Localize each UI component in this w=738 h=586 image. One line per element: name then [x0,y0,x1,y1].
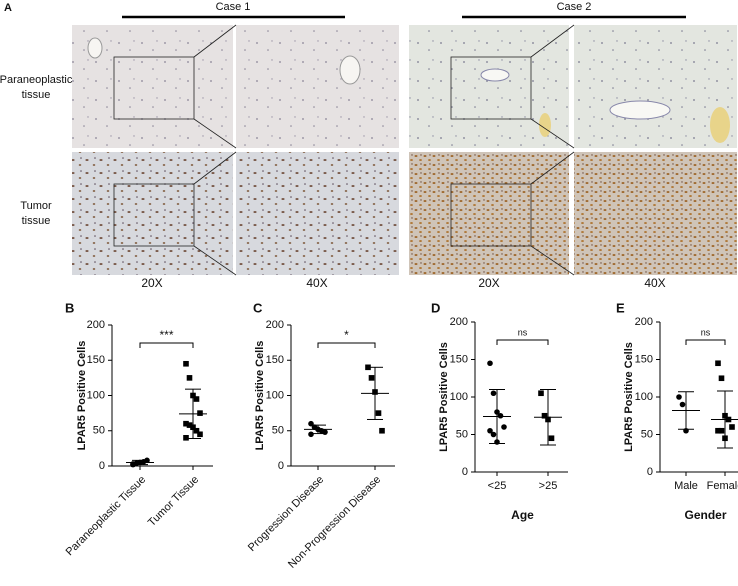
magnification: 20X [478,276,499,290]
y-tick-label: 150 [450,353,468,365]
x-tick-label: Paraneoplastic Tissue [64,474,149,559]
micrograph [574,25,737,148]
y-tick-label: 200 [266,319,284,331]
zoom-box [450,183,532,247]
zoom-boxes [113,24,575,276]
significance: * [344,328,349,342]
data-point [501,424,507,430]
data-point [548,435,555,442]
data-point [197,410,203,416]
y-tick-label: 0 [278,460,284,472]
data-point [718,427,725,434]
data-point [679,401,686,408]
x-axis-label: Gender [684,508,726,522]
zoom-box [113,56,195,120]
y-tick-label: 150 [87,354,105,366]
data-point [322,429,328,435]
data-point [718,375,725,382]
y-tick-label: 50 [641,428,653,440]
data-point [186,375,193,381]
y-tick-label: 0 [647,466,653,478]
significance-bracket [317,342,376,348]
data-point [183,420,189,427]
significance-bracket [139,342,194,348]
y-tick-label: 0 [462,466,468,478]
magnification: 40X [306,276,327,290]
y-tick-label: 200 [87,319,105,331]
x-tick-label: Female [707,480,738,492]
data-point [308,431,314,438]
micrograph [236,152,399,275]
significance: ns [518,327,528,337]
y-tick-label: 100 [450,391,468,403]
row-label: tissue [22,89,51,101]
x-axis-label: Age [511,508,534,522]
data-point [379,427,385,434]
row-label: Tumor [20,200,52,212]
micrograph [409,152,569,275]
data-point [541,412,548,419]
zoom-box [450,56,532,120]
data-point [715,427,721,434]
data-point [197,431,203,438]
y-axis-label: LPAR5 Positive Cells [76,341,88,451]
x-tick-label: Non-Progression Disease [286,474,383,571]
data-point [715,360,721,367]
data-point [490,390,497,397]
y-tick-label: 100 [266,389,284,401]
data-point [729,424,735,430]
x-tick-label: Tumor Tissue [146,474,201,529]
data-point [375,410,382,416]
x-tick-label: >25 [539,480,558,492]
data-point [183,435,189,441]
significance-bracket [496,339,549,345]
x-tick-label: <25 [488,480,507,492]
y-tick-label: 200 [450,316,468,328]
y-axis-label: LPAR5 Positive Cells [438,342,450,452]
panel-label: A [4,2,12,14]
row-label: Paraneoplastic [0,74,73,86]
data-point [487,427,493,434]
y-tick-label: 50 [93,425,105,437]
panel-label: E [616,300,625,315]
y-axis-label: LPAR5 Positive Cells [254,341,266,451]
case-label: Case 2 [557,1,592,13]
significance: ns [701,327,711,337]
y-tick-label: 150 [266,354,284,366]
y-axis-label: LPAR5 Positive Cells [623,342,635,452]
y-tick-label: 150 [635,353,653,365]
data-point [538,390,544,397]
y-tick-label: 100 [87,389,105,401]
data-point [490,431,497,438]
y-tick-label: 0 [99,460,105,472]
y-tick-label: 50 [272,425,284,437]
y-tick-label: 200 [635,316,653,328]
data-point [676,394,682,400]
micrograph [574,152,737,275]
panel-label: C [253,300,263,315]
row-label: tissue [22,215,51,227]
significance-bracket [685,339,726,345]
zoom-box [113,183,195,247]
data-point [186,422,193,428]
data-point [368,375,375,381]
micrographs [72,25,737,275]
y-tick-label: 50 [456,428,468,440]
magnification: 20X [141,276,162,290]
y-tick-label: 100 [635,391,653,403]
panel-label: B [65,300,74,315]
panel-label: D [431,300,440,315]
x-tick-label: Male [674,480,698,492]
case-label: Case 1 [216,1,251,13]
data-point [130,461,136,467]
magnification: 40X [644,276,665,290]
data-point [487,360,493,367]
micrograph [236,25,399,148]
data-point [193,427,200,434]
data-point [183,360,189,367]
data-point [193,396,200,402]
data-point [497,412,504,419]
significance: *** [159,328,173,342]
